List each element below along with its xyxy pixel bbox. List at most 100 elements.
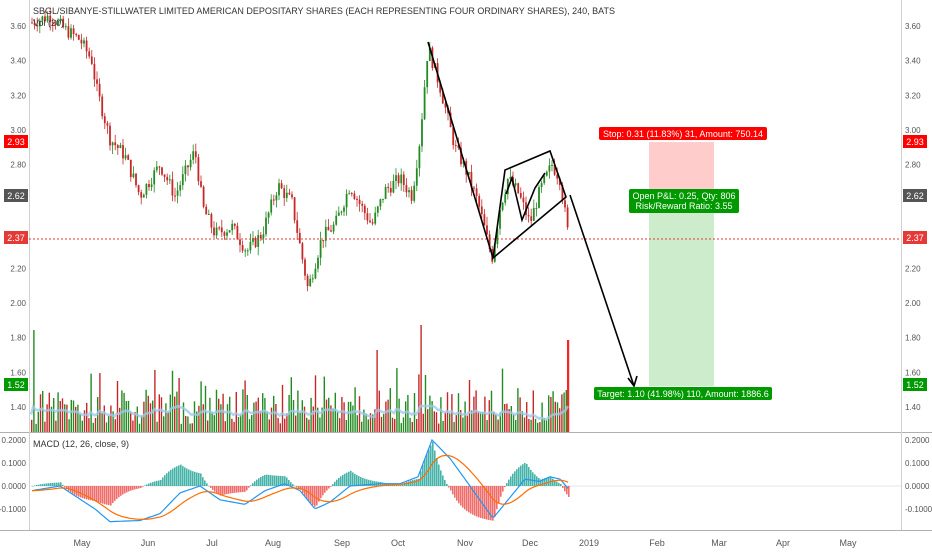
macd-histogram-bar (564, 486, 566, 492)
macd-histogram-bar (276, 475, 278, 486)
volume-bar (303, 406, 306, 432)
macd-histogram-bar (498, 486, 500, 503)
volume-bar (543, 418, 545, 432)
candle-body (496, 228, 499, 245)
macd-histogram-bar (320, 486, 322, 499)
macd-histogram-bar (34, 485, 36, 486)
take-profit-zone[interactable] (649, 195, 714, 387)
macd-legend[interactable]: MACD (12, 26, close, 9) (33, 439, 129, 449)
price-tick-label: 1.40 (905, 403, 921, 412)
wedge-pattern[interactable] (491, 149, 567, 260)
candle-body (44, 16, 46, 22)
time-tick-label: May (839, 538, 857, 548)
volume-bar (222, 393, 224, 432)
volume-bar (112, 411, 114, 432)
candle-body (241, 244, 244, 251)
candle-body (426, 61, 429, 88)
target-label[interactable]: Target: 1.10 (41.98%) 110, Amount: 1886.… (594, 387, 772, 400)
macd-histogram-bar (200, 473, 202, 486)
symbol-title[interactable]: SBGL/SIBANYE-STILLWATER LIMITED AMERICAN… (33, 6, 615, 16)
stop-loss-zone[interactable] (649, 142, 714, 196)
price-tick-label: 3.00 (905, 126, 921, 135)
macd-histogram-bar (544, 478, 546, 486)
volume-bar (519, 397, 521, 432)
macd-histogram-bar (132, 486, 134, 491)
macd-histogram-bar (438, 464, 440, 486)
macd-histogram-bar (346, 472, 348, 486)
candle-body (272, 199, 275, 201)
volume-bar (488, 400, 490, 432)
macd-histogram-bar (100, 486, 102, 504)
candle-body (158, 166, 161, 168)
candle-body (356, 198, 358, 200)
volume-bar (497, 419, 499, 432)
price-tick-label: 1.80 (10, 334, 26, 343)
candle-body (246, 250, 249, 252)
risk-reward-text: Risk/Reward Ratio: 3.55 (635, 201, 732, 211)
macd-histogram-bar (360, 477, 362, 486)
price-tick-label: 1.40 (10, 403, 26, 412)
volume-bar (123, 392, 125, 432)
macd-histogram-bar (542, 478, 544, 486)
volume-bar (405, 401, 407, 432)
macd-histogram-bar (108, 486, 110, 506)
candle-body (530, 216, 533, 221)
candle-body (564, 200, 566, 208)
macd-histogram-bar (122, 486, 124, 495)
time-tick-label: Mar (711, 538, 727, 548)
volume-bar (229, 396, 231, 432)
volume-bar (308, 419, 310, 432)
volume-bar (94, 417, 97, 432)
candle-body (499, 210, 501, 229)
candle-body (504, 194, 507, 203)
volume-bar (182, 402, 185, 432)
volume-bar (273, 395, 275, 432)
trend-drawings[interactable] (427, 41, 638, 388)
candle-body (392, 180, 395, 193)
volume-legend[interactable]: Vol (20) (33, 18, 64, 28)
macd-histogram-bar (356, 475, 358, 486)
macd-histogram-bar (238, 486, 240, 493)
macd-histogram-bar (256, 479, 258, 486)
macd-histogram-bar (466, 486, 468, 511)
pnl-label[interactable]: Open P&L: 0.25, Qty: 806 Risk/Reward Rat… (629, 189, 739, 213)
time-axis[interactable]: May Jun Jul Aug Sep Oct Nov Dec 2019 Feb Mar Apr May (73, 538, 857, 548)
macd-histogram-bar (288, 480, 290, 486)
volume-bar (473, 396, 475, 432)
candle-body (90, 56, 93, 64)
macd-histogram-bar (216, 486, 218, 494)
volume-bar (244, 380, 246, 432)
macd-histogram-bar (410, 480, 412, 486)
price-tick-label: 2.20 (10, 264, 26, 273)
trend-line-down[interactable] (427, 41, 494, 259)
volume-bar (548, 395, 550, 432)
projection-arrow[interactable] (569, 194, 635, 387)
volume-bar (391, 417, 394, 432)
macd-right-axis[interactable]: 0.2000 0.1000 0.0000 -0.1000 (905, 436, 932, 514)
macd-histogram-bar (428, 449, 430, 486)
candle-body (31, 22, 33, 24)
candle-body (103, 116, 106, 124)
volume-bar (411, 421, 413, 432)
volume-bar (31, 419, 33, 432)
macd-histogram-bar (522, 464, 524, 486)
macd-histogram-bar (568, 486, 570, 497)
volume-bar (202, 404, 204, 432)
stop-label[interactable]: Stop: 0.31 (11.83%) 31, Amount: 750.14 (599, 127, 767, 140)
macd-tick-label: 0.1000 (905, 459, 930, 468)
macd-histogram-bar (142, 486, 144, 487)
macd-histogram-bar (32, 486, 34, 487)
candle-body (257, 235, 260, 247)
volume-bar (506, 403, 508, 432)
macd-histogram-bar (310, 486, 312, 504)
macd-histogram-bar (252, 483, 254, 486)
time-tick-label: Apr (776, 538, 790, 548)
macd-histogram-bar (400, 484, 402, 486)
candle-body (215, 227, 218, 236)
wedge-wave-line[interactable] (505, 172, 546, 223)
macd-histogram-bar (304, 486, 306, 497)
volume-bar (77, 404, 79, 432)
macd-left-axis[interactable]: 0.2000 0.1000 0.0000 -0.1000 (0, 436, 27, 514)
